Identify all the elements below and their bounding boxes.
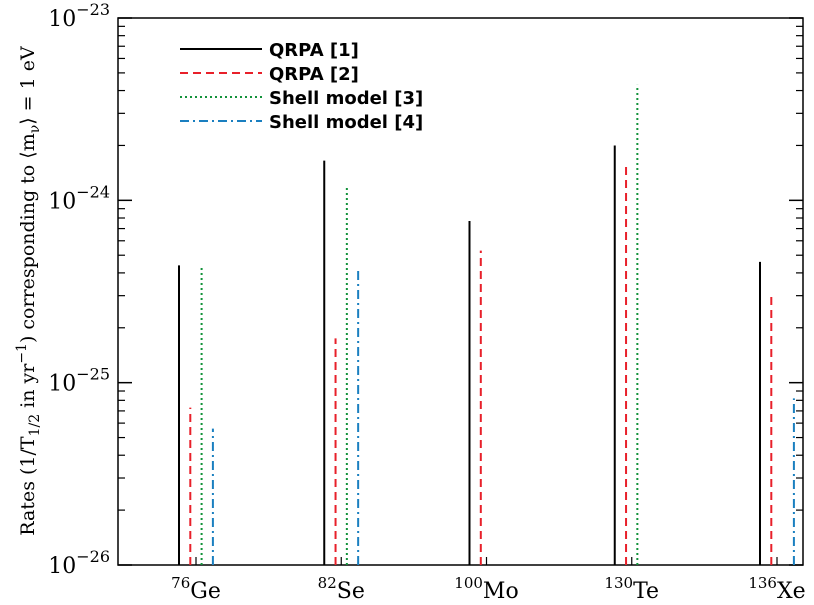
y-tick-label: 10−23 — [48, 0, 110, 32]
y-axis-ticks: 10−26 10−25 10−24 10−23 — [48, 0, 803, 579]
y-tick-label: 10−25 — [48, 365, 110, 397]
x-tick-label: 130Te — [604, 574, 659, 604]
y-axis-label: Rates (1/T1/2 in yr−1) corresponding to … — [14, 46, 43, 536]
bar-marks — [178, 84, 795, 565]
y-tick-label: 10−24 — [48, 182, 110, 214]
legend-label-3: Shell model [3] — [269, 88, 423, 109]
legend: QRPA [1] QRPA [2] Shell model [3] Shell mod… — [180, 40, 423, 133]
legend-label-4: Shell model [4] — [269, 112, 423, 133]
x-tick-label: 82Se — [318, 574, 365, 604]
y-tick-label: 10−26 — [48, 547, 110, 579]
x-tick-label: 100Mo — [454, 574, 518, 604]
x-tick-label: 136Xe — [748, 574, 805, 604]
plot-frame — [117, 17, 804, 566]
x-tick-label: 76Ge — [171, 574, 221, 604]
legend-label-2: QRPA [2] — [269, 64, 359, 85]
x-axis-labels: 76Ge 82Se 100Mo 130Te 136Xe — [171, 557, 806, 604]
legend-label-1: QRPA [1] — [269, 40, 359, 61]
